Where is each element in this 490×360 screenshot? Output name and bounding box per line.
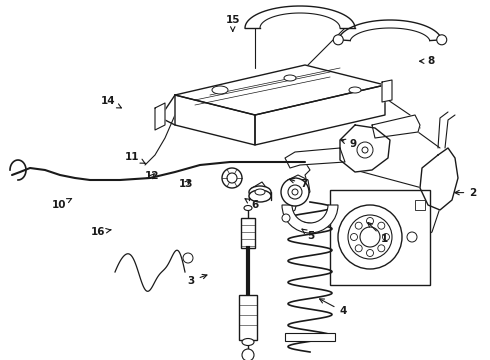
Circle shape [437,35,447,45]
Circle shape [348,215,392,259]
Polygon shape [175,65,385,115]
Text: 1: 1 [368,222,388,244]
Text: 14: 14 [100,96,122,108]
Ellipse shape [284,75,296,81]
Polygon shape [245,6,355,28]
Text: 4: 4 [319,299,347,316]
Circle shape [288,185,302,199]
Text: 9: 9 [341,139,356,149]
Circle shape [357,142,373,158]
Text: 8: 8 [419,56,435,66]
Bar [415,200,425,210]
Polygon shape [340,125,390,172]
Circle shape [407,232,417,242]
Polygon shape [175,95,255,145]
Text: 16: 16 [91,227,111,237]
Circle shape [281,178,309,206]
Text: 15: 15 [225,15,240,31]
Ellipse shape [242,338,254,346]
Circle shape [383,234,390,240]
Text: 7: 7 [290,179,308,189]
Circle shape [355,222,362,229]
Text: 11: 11 [125,152,145,163]
Circle shape [292,189,298,195]
Bar [239,295,257,340]
Circle shape [350,234,358,240]
Text: 6: 6 [245,199,258,210]
Ellipse shape [212,86,228,94]
Polygon shape [382,80,392,102]
Circle shape [355,245,362,252]
Polygon shape [155,103,165,130]
Text: 5: 5 [302,229,315,241]
Polygon shape [338,20,442,41]
Circle shape [338,205,402,269]
Bar [241,218,255,248]
Circle shape [367,217,373,225]
Bar [330,190,430,285]
Wedge shape [282,205,338,233]
Polygon shape [420,148,458,210]
Circle shape [378,222,385,229]
Circle shape [222,168,242,188]
Circle shape [333,35,343,45]
Circle shape [360,227,380,247]
Ellipse shape [255,189,265,195]
Bar [285,333,335,341]
Text: 13: 13 [179,179,194,189]
Text: 12: 12 [145,171,159,181]
Circle shape [378,245,385,252]
Ellipse shape [249,186,271,198]
Text: 2: 2 [455,188,476,198]
Circle shape [227,173,237,183]
Circle shape [183,253,193,263]
Polygon shape [372,115,420,138]
Ellipse shape [249,190,271,202]
Text: 10: 10 [51,198,72,210]
Ellipse shape [244,206,252,211]
Circle shape [282,214,290,222]
Polygon shape [285,148,345,168]
Polygon shape [252,182,268,200]
Polygon shape [255,85,385,145]
Circle shape [367,249,373,256]
Polygon shape [288,175,310,198]
Circle shape [362,147,368,153]
Circle shape [242,349,254,360]
Text: 3: 3 [188,274,207,286]
Ellipse shape [349,87,361,93]
